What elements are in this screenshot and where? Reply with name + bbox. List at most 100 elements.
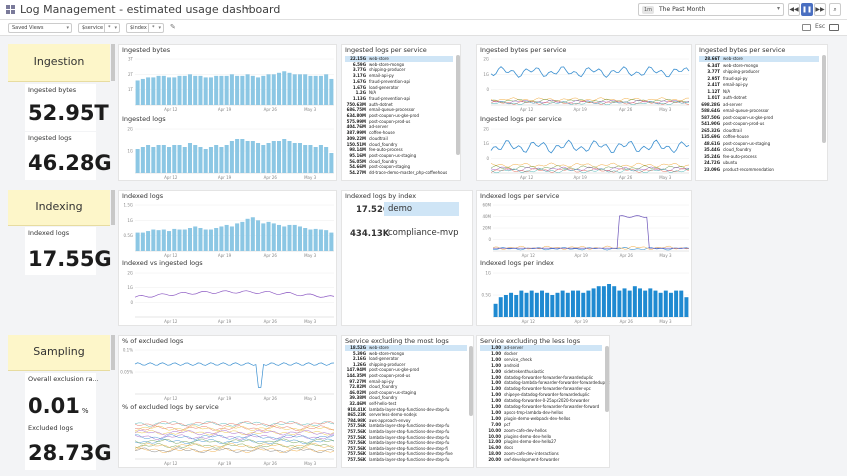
list-item[interactable]: 32.46M self-hello-test <box>345 401 467 407</box>
list-item[interactable]: 686.75M email-queue-processor <box>345 107 453 113</box>
list-item[interactable]: 2.95T fraud-api-py <box>699 76 819 82</box>
list-item[interactable]: 22.15G web-store <box>345 56 453 62</box>
list-item[interactable]: 1.00 datadog-forwarder-0-25apr2020-forwar… <box>480 398 602 404</box>
list-item[interactable]: 20.00 swf-development-forwarder <box>480 457 602 463</box>
list-item[interactable]: 18.52G web-store <box>345 345 467 351</box>
list-item[interactable]: 865.23K serverless-demo-nodejs <box>345 412 467 418</box>
list-item[interactable]: 1.26G shipping-producer <box>345 362 467 368</box>
index-name[interactable]: compliance-mvp <box>388 228 459 238</box>
list-item[interactable]: 95.16M post-coupon-us-staging <box>345 153 453 159</box>
list-item[interactable]: 757.56K lambda-layer-step-functions-dev-s… <box>345 435 467 441</box>
list-item[interactable]: 634.80M post-coupon-us-gke-prod <box>345 113 453 119</box>
list-item[interactable]: 757.56K lambda-layer-step-functions-dev-s… <box>345 446 467 452</box>
list-item[interactable]: 1.00 docker <box>480 351 602 357</box>
list-item[interactable]: 757.56K lambda-layer-step-functions-dev-s… <box>345 457 467 463</box>
list-item[interactable]: 1.00 plugin-demo-webpack-dev-hellos <box>480 416 602 422</box>
list-item[interactable]: 1.00 apscs-tmp-lambda-dev-hellos <box>480 410 602 416</box>
list-item[interactable]: 35.44G cloud_foundry <box>699 147 819 153</box>
list-item[interactable]: 150.51M cloud_foundry <box>345 142 453 148</box>
list-item[interactable]: 757.56K lambda-layer-step-functions-dev-s… <box>345 429 467 435</box>
list-item[interactable]: 1.01T auth-dotnet <box>699 95 819 101</box>
list-item[interactable]: 35.24G fee-auto-process <box>699 154 819 160</box>
list-item[interactable]: 7.00 pcf <box>480 422 602 428</box>
list-item[interactable]: 750.63M auth-dotnet <box>345 102 453 108</box>
list-item[interactable]: 1.2G N/A <box>345 90 453 96</box>
list-item[interactable]: 588.64G email-queue-processor <box>699 108 819 114</box>
list-item[interactable]: 2.41T email-api-py <box>699 82 819 88</box>
pause-button[interactable]: ❚❚ <box>801 3 813 16</box>
list-item[interactable]: 1.67G load-generator <box>345 85 453 91</box>
tv-mode-icon[interactable] <box>829 24 839 31</box>
list-item[interactable]: 309.22M cloudtrail <box>345 136 453 142</box>
list-item[interactable]: 147.94M post-coupon-us-gke-prod <box>345 367 467 373</box>
list-item[interactable]: 54.66M post-coupon-staging <box>345 164 453 170</box>
list-item[interactable]: 39.38M cloud_foundry <box>345 395 467 401</box>
list-item[interactable]: 404.76M ad-server <box>345 124 453 130</box>
list-item[interactable]: 757.56K lambda-layer-step-functions-dev-s… <box>345 423 467 429</box>
list-item[interactable]: 1.00 datadog-lambda-forwarder-forwarder-f… <box>480 380 609 386</box>
list-item[interactable]: 10.00 zoom-cafe-dev-hellos <box>480 428 602 434</box>
list-item[interactable]: 1.00 datadog-forwarder-forwarder-forwarde… <box>480 375 602 381</box>
scrollbar[interactable] <box>605 346 609 412</box>
list-item[interactable]: 72.82M cloud_foundry <box>345 384 467 390</box>
index-variable[interactable]: $index * ▾ <box>126 23 164 33</box>
list-item[interactable]: 3.77T shipping-producer <box>699 69 819 75</box>
list-item[interactable]: 16.00 docs <box>480 445 602 451</box>
list-item[interactable]: 2.16G load-generator <box>345 356 467 362</box>
index-name[interactable]: demo <box>384 202 459 216</box>
search-icon[interactable]: ⌕ <box>829 3 841 16</box>
list-item[interactable]: 1.00 datadog-forwarder-forwarder-forwarde… <box>480 404 602 410</box>
list-item[interactable]: 587.50G post-coupon-us-gke-prod <box>699 115 819 121</box>
list-item[interactable]: 18.00 zoom-cafe-dev-interactions <box>480 451 602 457</box>
list-item[interactable]: 784.98K aws-approach-envoy <box>345 418 467 424</box>
list-item[interactable]: 56.05M cloud_foundry <box>345 159 453 165</box>
saved-views-dropdown[interactable]: Saved Views ▾ <box>8 23 72 33</box>
keyboard-icon[interactable] <box>802 24 811 31</box>
service-variable[interactable]: $service * ▾ <box>78 23 120 33</box>
list-item[interactable]: 387.99M coffee-house <box>345 130 453 136</box>
list-item[interactable]: 698.28G ad-server <box>699 102 819 108</box>
list-item[interactable]: 97.27M email-api-py <box>345 379 467 385</box>
list-item[interactable]: 1.13G fraud-prevention-api <box>345 96 453 102</box>
list-item[interactable]: 1.00 service_check <box>480 357 602 363</box>
list-item[interactable]: 28.66T web-store <box>699 56 819 62</box>
list-item[interactable]: 6.59G web-store-mongo <box>345 62 453 68</box>
list-item[interactable]: 135.69G coffee-house <box>699 134 819 140</box>
list-item[interactable]: 757.56K lambda-layer-step-functions-dev-s… <box>345 451 467 457</box>
list-item[interactable]: 10.00 plugins-demo-dev-hello <box>480 434 602 440</box>
list-item[interactable]: 6.34T web-store-mongo <box>699 63 819 69</box>
list-item[interactable]: 23.09G product-recommendation <box>699 167 819 173</box>
list-item[interactable]: 1.00 sidetrekenthusiastic <box>480 369 602 375</box>
list-item[interactable]: 5.39G web-store-mongo <box>345 351 467 357</box>
bar <box>161 145 166 173</box>
list-item[interactable]: 54.27M dd-trace-demo-master_php-coffeehou… <box>345 170 453 176</box>
list-item[interactable]: 24.72G ubuntu <box>699 160 819 166</box>
rewind-button[interactable]: ◀◀ <box>788 3 800 16</box>
list-item[interactable]: 1.00 datadog-forwarder-forwarder-forwarde… <box>480 386 602 392</box>
forward-button[interactable]: ▶▶ <box>814 3 826 16</box>
scrollbar[interactable] <box>822 55 826 143</box>
list-item[interactable]: 575.99M post-coupon-prod-us <box>345 119 453 125</box>
list-item[interactable]: 144.35M post-coupon-prod-us <box>345 373 467 379</box>
list-item[interactable]: 46.02M post-coupon-us-staging <box>345 390 467 396</box>
list-item[interactable]: 1.00 shipeye-datadog-forwarder-forwardedu… <box>480 392 602 398</box>
list-item[interactable]: 1.12T N/A <box>699 89 819 95</box>
list-item[interactable]: 98.14M fee-auto-process <box>345 147 453 153</box>
time-range-selector[interactable]: 1m The Past Month ▾ <box>638 3 784 16</box>
list-item[interactable]: 265.32G cloudtrail <box>699 128 819 134</box>
list-item[interactable]: 1.00 ad-server <box>480 345 602 351</box>
esc-label[interactable]: Esc <box>815 23 826 30</box>
list-item[interactable]: 1.67G fraud-prevention-api <box>345 79 453 85</box>
list-item[interactable]: 48.61G post-coupon-us-staging <box>699 141 819 147</box>
scrollbar[interactable] <box>469 346 473 416</box>
list-item[interactable]: 3.17G email-api-py <box>345 73 453 79</box>
list-item[interactable]: 12.00 plugins-demo-dev-hello27 <box>480 439 602 445</box>
scrollbar[interactable] <box>456 55 460 155</box>
edit-icon[interactable]: ✎ <box>170 23 176 31</box>
list-item[interactable]: 1.00 android <box>480 363 602 369</box>
list-item[interactable]: 918.41K lambda-layer-step-functions-dev-s… <box>345 407 467 413</box>
list-item[interactable]: 3.77G shipping-producer <box>345 67 453 73</box>
list-item[interactable]: 757.56K lambda-layer-step-functions-dev-s… <box>345 440 467 446</box>
chevron-down-icon[interactable]: ⌄ <box>243 2 252 13</box>
list-item[interactable]: 541.90G post-coupon-prod-us <box>699 121 819 127</box>
